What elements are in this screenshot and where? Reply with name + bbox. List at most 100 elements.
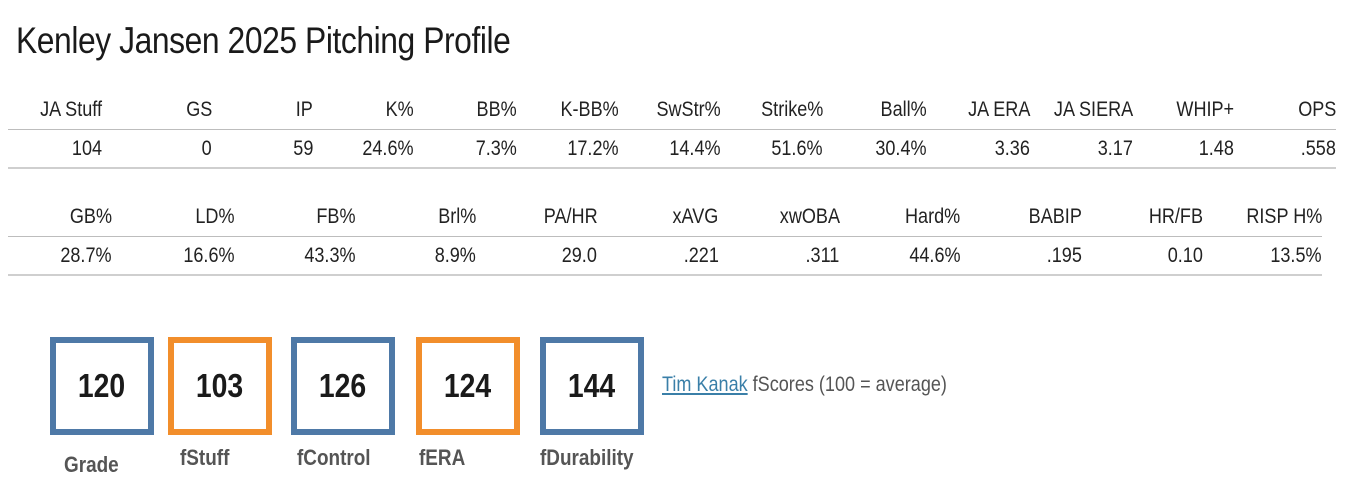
column-header: K%	[313, 91, 414, 130]
score-fstuff: 103 fStuff	[168, 337, 272, 470]
score-fdurability: 144 fDurability	[540, 337, 644, 470]
cell-value: 30.4%	[875, 136, 927, 160]
table-row: 104 0 59 24.6% 7.3% 17.2% 14.4% 51.6% 30.4% 3.36 3…	[8, 129, 1336, 169]
column-header-label: JA SIERA	[1053, 98, 1133, 121]
table-cell: 0	[102, 129, 212, 169]
cell-value: 13.5%	[1270, 243, 1322, 267]
column-header-label: Strike%	[760, 98, 823, 121]
score-fera: 124 fERA	[416, 337, 520, 470]
column-header-label: JA ERA	[967, 98, 1030, 121]
column-header-label: LD%	[194, 205, 235, 228]
table-cell: 28.7%	[8, 236, 112, 276]
column-header-label: FB%	[315, 205, 356, 228]
table-cell: .221	[597, 236, 719, 276]
cell-value: 14.4%	[669, 136, 721, 160]
cell-value: 8.9%	[435, 243, 477, 267]
column-header-label: xwOBA	[779, 205, 840, 228]
column-header: BABIP	[960, 198, 1082, 237]
table-header-row: GB% LD% FB% Brl% PA/HR xAVG xwOBA Hard% BABIP HR/…	[8, 198, 1322, 237]
table-header-row: JA Stuff GS IP K% BB% K-BB% SwStr% Strike% Ball%…	[8, 91, 1336, 130]
column-header: xAVG	[597, 198, 719, 237]
column-header-label: K%	[385, 98, 414, 121]
column-header: Brl%	[355, 198, 477, 237]
cell-value: 0	[201, 136, 212, 160]
column-header: Ball%	[823, 91, 927, 130]
column-header: Strike%	[721, 91, 823, 130]
column-header-label: RISP H%	[1246, 205, 1322, 228]
table-cell: 17.2%	[517, 129, 619, 169]
score-box: 124	[416, 337, 520, 435]
stats-table-secondary: GB% LD% FB% Brl% PA/HR xAVG xwOBA Hard% BABIP HR/…	[8, 198, 1322, 276]
cell-value: 7.3%	[475, 136, 517, 160]
cell-value: 1.48	[1198, 136, 1234, 160]
cell-value: 24.6%	[362, 136, 414, 160]
table-cell: 1.48	[1133, 129, 1234, 169]
author-link[interactable]: Tim Kanak	[662, 373, 748, 396]
column-header-label: HR/FB	[1148, 205, 1203, 228]
table-cell: 104	[8, 129, 102, 169]
column-header-label: JA Stuff	[40, 98, 102, 121]
table-cell: 14.4%	[619, 129, 721, 169]
cell-value: 28.7%	[60, 243, 112, 267]
column-header: HR/FB	[1081, 198, 1203, 237]
column-header-label: OPS	[1297, 98, 1336, 121]
cell-value: .558	[1300, 136, 1336, 160]
cell-value: 3.17	[1097, 136, 1133, 160]
table-cell: 43.3%	[234, 236, 356, 276]
column-header-label: WHIP+	[1176, 98, 1234, 121]
column-header: JA ERA	[927, 91, 1030, 130]
cell-value: 17.2%	[567, 136, 619, 160]
column-header-label: Ball%	[880, 98, 927, 121]
column-header: GB%	[8, 198, 112, 237]
score-box: 120	[50, 337, 154, 435]
cell-value: 104	[71, 136, 102, 160]
cell-value: 51.6%	[771, 136, 823, 160]
score-label: Grade	[64, 452, 119, 477]
column-header: SwStr%	[619, 91, 721, 130]
table-cell: 8.9%	[355, 236, 477, 276]
column-header-label: GB%	[69, 205, 112, 228]
table-cell: 44.6%	[839, 236, 961, 276]
table-row: 28.7% 16.6% 43.3% 8.9% 29.0 .221 .311 44.6% .195…	[8, 236, 1322, 276]
score-label: fERA	[419, 445, 466, 470]
column-header-label: PA/HR	[543, 205, 598, 228]
column-header: GS	[102, 91, 212, 130]
table-cell: 29.0	[476, 236, 598, 276]
column-header-label: IP	[295, 98, 313, 121]
cell-value: 3.36	[994, 136, 1030, 160]
cell-value: .195	[1046, 243, 1082, 267]
score-value: 120	[78, 367, 126, 404]
table-cell: .195	[960, 236, 1082, 276]
cell-value: 44.6%	[909, 243, 961, 267]
column-header: Hard%	[839, 198, 961, 237]
cell-value: 29.0	[562, 243, 598, 267]
column-header: JA Stuff	[8, 91, 102, 130]
table-cell: 3.36	[927, 129, 1030, 169]
cell-value: 0.10	[1167, 243, 1203, 267]
column-header: JA SIERA	[1030, 91, 1133, 130]
score-grade: 120 Grade	[50, 337, 154, 477]
table-cell: .558	[1234, 129, 1336, 169]
stats-table-primary: JA Stuff GS IP K% BB% K-BB% SwStr% Strike% Ball%…	[8, 91, 1336, 169]
table-cell: 51.6%	[721, 129, 823, 169]
note-text: fScores (100 = average)	[747, 373, 947, 396]
column-header-label: K-BB%	[560, 98, 619, 121]
cell-value: 43.3%	[303, 243, 356, 267]
column-header-label: SwStr%	[656, 98, 721, 121]
table-cell: 24.6%	[313, 129, 414, 169]
column-header: xwOBA	[718, 198, 840, 237]
column-header: LD%	[111, 198, 235, 237]
column-header: RISP H%	[1202, 198, 1322, 237]
score-box: 144	[540, 337, 644, 435]
table-cell: 3.17	[1030, 129, 1133, 169]
column-header: FB%	[234, 198, 356, 237]
column-header: BB%	[414, 91, 517, 130]
cell-value: .311	[805, 243, 840, 267]
score-value: 144	[568, 367, 616, 404]
page-title: Kenley Jansen 2025 Pitching Profile	[16, 20, 511, 61]
table-cell: 7.3%	[414, 129, 517, 169]
column-header-label: GS	[185, 98, 212, 121]
column-header: K-BB%	[517, 91, 619, 130]
column-header-label: xAVG	[672, 205, 719, 228]
cell-value: 59	[292, 136, 313, 160]
